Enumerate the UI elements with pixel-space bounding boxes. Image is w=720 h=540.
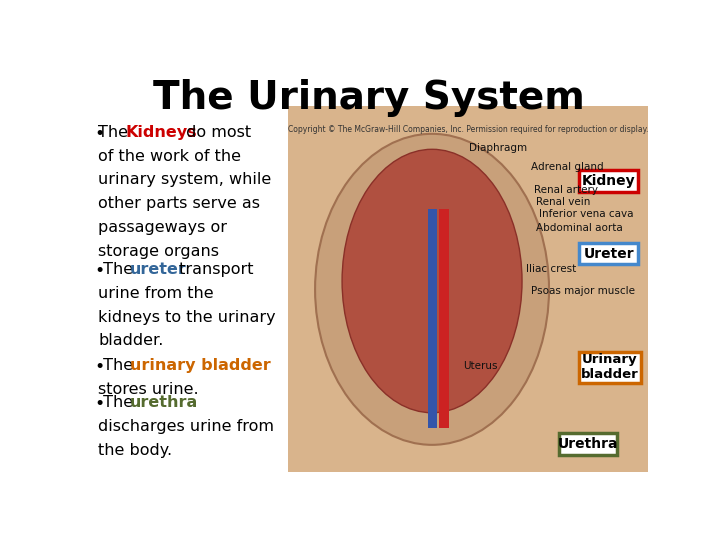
Text: ureter: ureter	[130, 262, 186, 278]
Text: The: The	[99, 125, 133, 140]
Text: Urinary
bladder: Urinary bladder	[581, 353, 639, 381]
Ellipse shape	[342, 149, 522, 413]
Text: Adrenal gland: Adrenal gland	[531, 161, 603, 172]
Text: The: The	[99, 262, 139, 278]
Text: Renal vein: Renal vein	[536, 197, 591, 207]
Text: •: •	[94, 395, 104, 413]
Text: Kidney: Kidney	[582, 174, 636, 188]
Text: •: •	[94, 262, 104, 280]
Ellipse shape	[315, 134, 549, 445]
Text: bladder.: bladder.	[99, 333, 163, 348]
Text: kidneys to the urinary: kidneys to the urinary	[99, 310, 276, 325]
Bar	[438, 209, 449, 428]
Text: urethra: urethra	[130, 395, 198, 410]
Text: Iliac crest: Iliac crest	[526, 264, 577, 274]
Text: stores urine.: stores urine.	[99, 382, 199, 397]
Text: Inferior vena cava: Inferior vena cava	[539, 210, 634, 219]
Text: Renal artery: Renal artery	[534, 185, 598, 194]
Text: discharges urine from: discharges urine from	[99, 419, 274, 434]
Bar	[559, 433, 617, 455]
Bar	[288, 106, 648, 472]
Text: of the work of the: of the work of the	[99, 149, 241, 164]
Text: Psoas major muscle: Psoas major muscle	[531, 286, 635, 296]
Text: the body.: the body.	[99, 443, 173, 458]
Text: Ureter: Ureter	[583, 247, 634, 261]
Text: Uterus: Uterus	[463, 361, 498, 372]
Text: The: The	[99, 395, 139, 410]
Text: •: •	[94, 358, 104, 376]
Text: urinary bladder: urinary bladder	[130, 358, 270, 373]
Text: Diaphragm: Diaphragm	[469, 143, 528, 153]
Text: Urethra: Urethra	[558, 437, 618, 451]
Text: •: •	[94, 125, 104, 143]
Text: Abdominal aorta: Abdominal aorta	[536, 223, 623, 233]
Text: storage organs: storage organs	[99, 244, 220, 259]
Text: Kidneys: Kidneys	[125, 125, 197, 140]
Bar	[580, 170, 638, 192]
Text: do most: do most	[181, 125, 251, 140]
Text: transport: transport	[174, 262, 253, 278]
Text: urinary system, while: urinary system, while	[99, 172, 271, 187]
Bar	[428, 209, 436, 428]
Bar	[580, 352, 641, 383]
Text: The: The	[99, 358, 139, 373]
Text: Copyright © The McGraw-Hill Companies, Inc. Permission required for reproduction: Copyright © The McGraw-Hill Companies, I…	[288, 125, 648, 134]
Bar	[580, 243, 638, 265]
Text: The Urinary System: The Urinary System	[153, 79, 585, 117]
Text: passageways or: passageways or	[99, 220, 228, 235]
Text: other parts serve as: other parts serve as	[99, 196, 261, 211]
Text: urine from the: urine from the	[99, 286, 214, 301]
